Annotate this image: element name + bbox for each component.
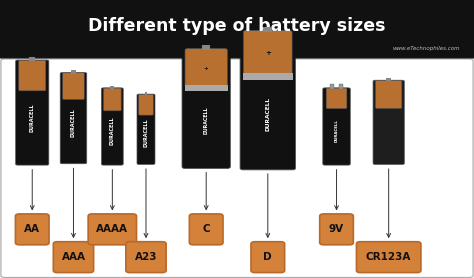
FancyBboxPatch shape bbox=[375, 81, 402, 108]
FancyBboxPatch shape bbox=[101, 88, 123, 165]
Text: D: D bbox=[264, 252, 272, 262]
FancyBboxPatch shape bbox=[240, 30, 296, 170]
Bar bbox=[185, 85, 228, 91]
FancyBboxPatch shape bbox=[137, 94, 155, 164]
FancyBboxPatch shape bbox=[60, 73, 87, 164]
Text: DURACELL: DURACELL bbox=[110, 116, 115, 145]
Bar bbox=[71, 70, 76, 74]
Bar bbox=[145, 93, 147, 95]
FancyBboxPatch shape bbox=[139, 94, 153, 115]
Bar bbox=[386, 78, 391, 81]
FancyBboxPatch shape bbox=[1, 59, 473, 277]
FancyBboxPatch shape bbox=[356, 242, 421, 272]
FancyBboxPatch shape bbox=[326, 88, 347, 108]
FancyBboxPatch shape bbox=[16, 214, 49, 245]
Bar bbox=[243, 73, 292, 80]
Text: Different type of battery sizes: Different type of battery sizes bbox=[88, 18, 386, 35]
Text: www.eTechnophiles.com: www.eTechnophiles.com bbox=[392, 46, 460, 51]
Bar bbox=[264, 26, 272, 32]
FancyBboxPatch shape bbox=[88, 214, 137, 245]
FancyBboxPatch shape bbox=[189, 214, 223, 245]
Text: DURACELL: DURACELL bbox=[335, 119, 338, 142]
Text: +: + bbox=[265, 50, 271, 56]
Text: CR123A: CR123A bbox=[366, 252, 411, 262]
Text: +: + bbox=[204, 66, 209, 71]
Text: DURACELL: DURACELL bbox=[71, 108, 76, 137]
Bar bbox=[202, 45, 210, 50]
Bar bbox=[29, 57, 35, 61]
Text: 9V: 9V bbox=[329, 224, 344, 234]
FancyBboxPatch shape bbox=[103, 88, 121, 111]
FancyBboxPatch shape bbox=[244, 31, 292, 74]
FancyBboxPatch shape bbox=[251, 242, 284, 272]
FancyBboxPatch shape bbox=[0, 0, 474, 58]
Bar bbox=[110, 86, 114, 89]
FancyBboxPatch shape bbox=[323, 88, 350, 165]
FancyBboxPatch shape bbox=[182, 48, 230, 168]
FancyBboxPatch shape bbox=[53, 242, 94, 272]
Text: AAA: AAA bbox=[62, 252, 85, 262]
FancyBboxPatch shape bbox=[63, 73, 84, 100]
FancyBboxPatch shape bbox=[185, 49, 228, 86]
Text: DURACELL: DURACELL bbox=[265, 97, 270, 131]
Bar bbox=[338, 85, 343, 89]
Text: AAAA: AAAA bbox=[96, 224, 128, 234]
FancyBboxPatch shape bbox=[319, 214, 353, 245]
Bar bbox=[330, 85, 335, 89]
Text: A23: A23 bbox=[135, 252, 157, 262]
FancyBboxPatch shape bbox=[16, 60, 49, 165]
Text: AA: AA bbox=[24, 224, 40, 234]
FancyBboxPatch shape bbox=[126, 242, 166, 272]
Text: C: C bbox=[202, 224, 210, 234]
FancyBboxPatch shape bbox=[19, 60, 46, 91]
Text: DURACELL: DURACELL bbox=[144, 118, 148, 147]
Text: DURACELL: DURACELL bbox=[204, 106, 209, 134]
Text: DURACELL: DURACELL bbox=[30, 103, 35, 132]
FancyBboxPatch shape bbox=[373, 80, 404, 164]
